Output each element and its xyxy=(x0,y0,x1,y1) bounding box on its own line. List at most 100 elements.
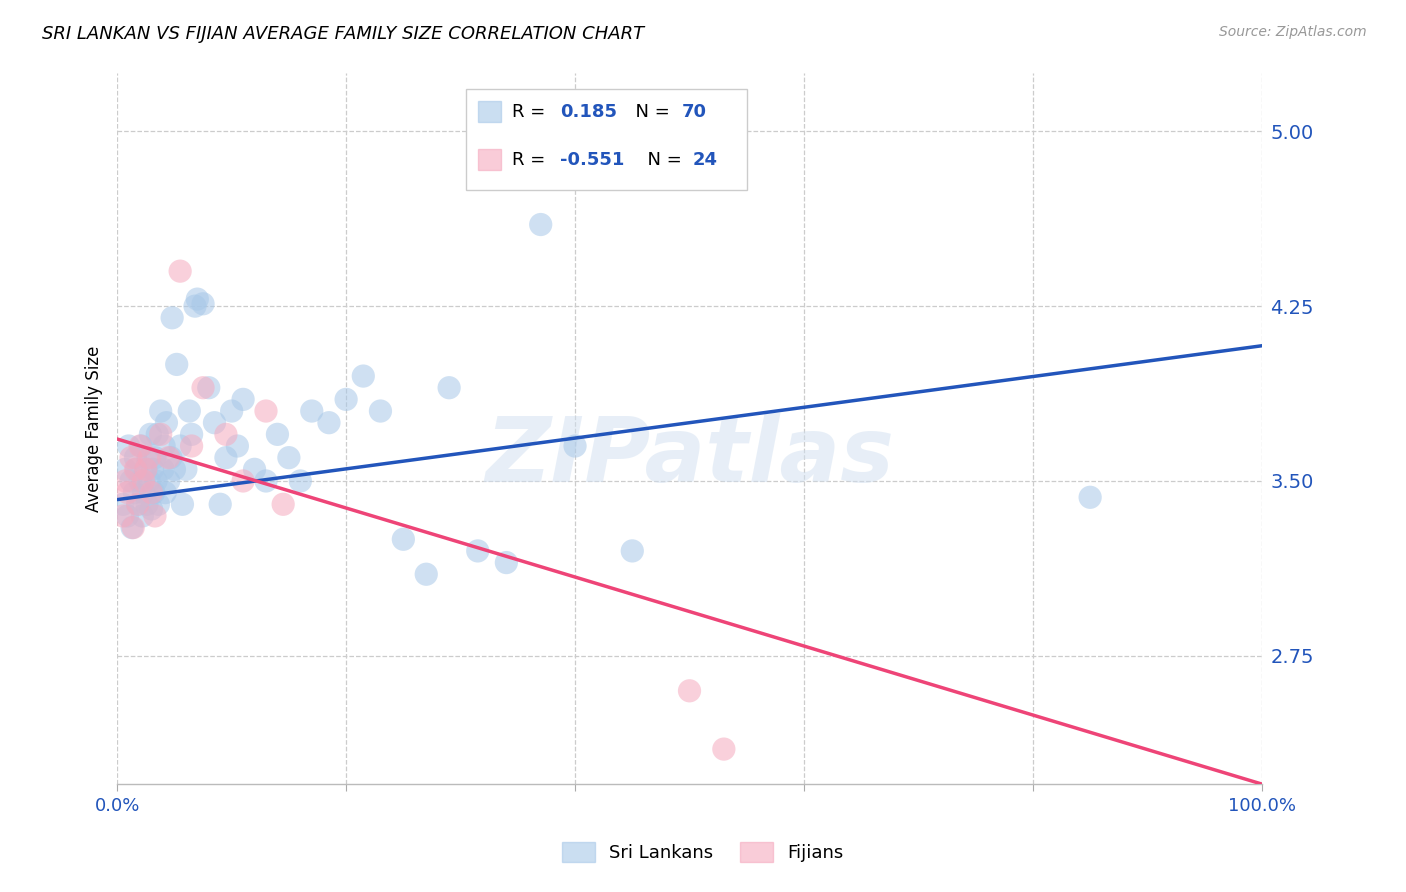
Text: Source: ZipAtlas.com: Source: ZipAtlas.com xyxy=(1219,25,1367,39)
Point xyxy=(145,474,167,488)
Point xyxy=(129,439,152,453)
Point xyxy=(155,485,177,500)
Point xyxy=(266,427,288,442)
Point xyxy=(141,502,163,516)
Point xyxy=(143,508,166,523)
Text: -0.551: -0.551 xyxy=(560,152,624,169)
Point xyxy=(530,218,553,232)
Text: 24: 24 xyxy=(693,152,718,169)
Point xyxy=(184,299,207,313)
Point xyxy=(163,462,186,476)
Point xyxy=(114,462,136,476)
Point xyxy=(139,427,162,442)
FancyBboxPatch shape xyxy=(467,88,747,190)
Point xyxy=(226,439,249,453)
Text: R =: R = xyxy=(512,152,551,169)
Point xyxy=(143,450,166,465)
Point xyxy=(495,556,517,570)
Text: 70: 70 xyxy=(682,103,706,121)
Point xyxy=(318,416,340,430)
Point xyxy=(122,520,145,534)
Text: N =: N = xyxy=(624,103,676,121)
Point xyxy=(146,427,169,442)
Point xyxy=(132,485,155,500)
Point xyxy=(117,485,139,500)
Point xyxy=(415,567,437,582)
Bar xyxy=(478,149,501,170)
Point xyxy=(129,439,152,453)
Point xyxy=(564,439,586,453)
Point xyxy=(124,485,146,500)
Point xyxy=(111,497,134,511)
Point xyxy=(142,485,165,500)
Text: 0.185: 0.185 xyxy=(560,103,617,121)
Point xyxy=(277,450,299,465)
Point xyxy=(254,474,277,488)
Point xyxy=(124,450,146,465)
Point xyxy=(271,497,294,511)
Point xyxy=(169,439,191,453)
Point xyxy=(157,474,180,488)
Point xyxy=(232,392,254,407)
Point xyxy=(135,462,157,476)
Text: N =: N = xyxy=(636,152,688,169)
Point xyxy=(254,404,277,418)
Point xyxy=(160,450,183,465)
Point xyxy=(148,497,170,511)
Point xyxy=(136,450,159,465)
Point xyxy=(124,462,146,476)
Point xyxy=(120,450,142,465)
Point xyxy=(172,497,194,511)
Point xyxy=(1078,491,1101,505)
Point xyxy=(127,497,149,511)
Point xyxy=(621,544,644,558)
Point xyxy=(135,462,157,476)
Point xyxy=(136,497,159,511)
Point xyxy=(204,416,226,430)
Point xyxy=(141,485,163,500)
Point xyxy=(179,404,201,418)
Point xyxy=(174,462,197,476)
Point xyxy=(232,474,254,488)
Point xyxy=(352,369,374,384)
Point xyxy=(467,544,489,558)
Point xyxy=(191,297,214,311)
Point xyxy=(152,462,174,476)
Point xyxy=(149,427,172,442)
Point xyxy=(160,310,183,325)
Point xyxy=(180,427,202,442)
Point xyxy=(157,450,180,465)
Point xyxy=(191,381,214,395)
Point xyxy=(149,404,172,418)
Text: ZIPatlas: ZIPatlas xyxy=(485,413,894,501)
Point xyxy=(125,462,148,476)
Point xyxy=(153,439,176,453)
Point xyxy=(221,404,243,418)
Point xyxy=(117,439,139,453)
Point xyxy=(169,264,191,278)
Point xyxy=(215,450,238,465)
Text: SRI LANKAN VS FIJIAN AVERAGE FAMILY SIZE CORRELATION CHART: SRI LANKAN VS FIJIAN AVERAGE FAMILY SIZE… xyxy=(42,25,644,43)
Legend: Sri Lankans, Fijians: Sri Lankans, Fijians xyxy=(555,835,851,870)
Point xyxy=(132,474,155,488)
Point xyxy=(131,508,153,523)
Point xyxy=(166,358,188,372)
Point xyxy=(209,497,232,511)
Y-axis label: Average Family Size: Average Family Size xyxy=(86,345,103,512)
Point xyxy=(186,292,208,306)
Point xyxy=(290,474,312,488)
Point xyxy=(678,683,700,698)
Point xyxy=(197,381,219,395)
Point xyxy=(111,508,134,523)
Point xyxy=(155,416,177,430)
Point xyxy=(114,474,136,488)
Point xyxy=(138,474,160,488)
Point xyxy=(370,404,392,418)
Point xyxy=(392,533,415,547)
Bar xyxy=(478,101,501,122)
Point xyxy=(335,392,357,407)
Point xyxy=(120,474,142,488)
Point xyxy=(301,404,323,418)
Point xyxy=(437,381,460,395)
Point xyxy=(121,520,143,534)
